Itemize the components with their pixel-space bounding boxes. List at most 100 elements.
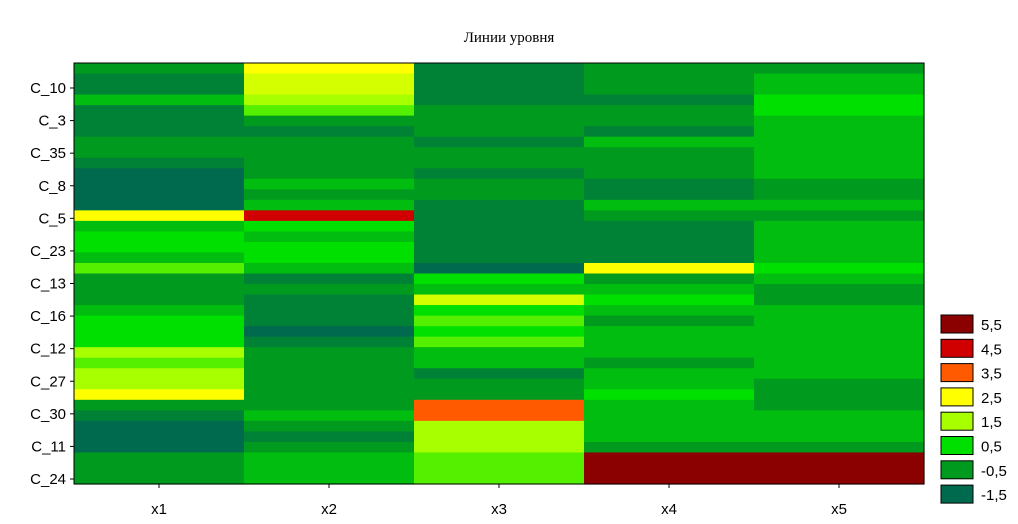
heatmap-cell bbox=[414, 252, 585, 264]
heatmap-cell bbox=[244, 315, 415, 327]
legend-label: -0,5 bbox=[981, 463, 1007, 480]
heatmap-cell bbox=[414, 294, 585, 306]
heatmap-cell bbox=[244, 462, 415, 475]
heatmap-cell bbox=[74, 220, 245, 232]
heatmap-cell bbox=[244, 178, 415, 190]
heatmap-cell bbox=[74, 326, 245, 338]
heatmap-cell bbox=[74, 410, 245, 422]
heatmap-cell bbox=[754, 410, 925, 422]
heatmap-cell bbox=[244, 441, 415, 454]
heatmap-cell bbox=[244, 231, 415, 243]
heatmap-cell bbox=[414, 273, 585, 285]
heatmap-cell bbox=[244, 473, 415, 485]
legend-swatch bbox=[940, 314, 974, 334]
heatmap-cell bbox=[414, 178, 585, 190]
heatmap-cell bbox=[74, 178, 245, 190]
heatmap-cell bbox=[584, 273, 755, 285]
heatmap-cell bbox=[244, 136, 415, 148]
heatmap-cell bbox=[754, 284, 925, 296]
heatmap-cell bbox=[754, 94, 925, 106]
heatmap-cell bbox=[414, 357, 585, 369]
y-tick-label: C_8 bbox=[38, 178, 66, 195]
heatmap-cell bbox=[414, 168, 585, 180]
heatmap-cell bbox=[244, 262, 415, 275]
heatmap-cell bbox=[584, 115, 755, 127]
heatmap-cell bbox=[74, 84, 245, 96]
heatmap-cell bbox=[414, 262, 585, 275]
heatmap-cell bbox=[74, 420, 245, 432]
heatmap-cell bbox=[414, 399, 585, 411]
legend-label: 0,5 bbox=[981, 439, 1002, 456]
heatmap-cell bbox=[244, 452, 415, 464]
heatmap-cell bbox=[754, 389, 925, 401]
heatmap-cell bbox=[74, 473, 245, 485]
heatmap-cell bbox=[584, 178, 755, 190]
heatmap-cell bbox=[74, 262, 245, 275]
heatmap-cell bbox=[74, 305, 245, 317]
heatmap-cell bbox=[584, 462, 755, 475]
heatmap-cell bbox=[754, 231, 925, 243]
heatmap-cell bbox=[244, 336, 415, 348]
heatmap-cell bbox=[754, 441, 925, 454]
heatmap-cell bbox=[414, 115, 585, 127]
heatmap-cell bbox=[414, 431, 585, 443]
legend-label: -1,5 bbox=[981, 487, 1007, 504]
heatmap-cell bbox=[74, 63, 245, 75]
heatmap-cell bbox=[754, 452, 925, 464]
heatmap-cell bbox=[414, 73, 585, 85]
heatmap-cell bbox=[584, 210, 755, 222]
heatmap-cell bbox=[754, 136, 925, 148]
heatmap-cell bbox=[74, 147, 245, 159]
heatmap-cell bbox=[74, 157, 245, 169]
heatmap-cell bbox=[244, 157, 415, 169]
legend-label: 2,5 bbox=[981, 390, 1002, 407]
heatmap-cell bbox=[584, 252, 755, 264]
legend-swatch bbox=[940, 484, 974, 504]
y-tick-label: C_5 bbox=[38, 210, 66, 227]
legend-swatch bbox=[940, 387, 974, 407]
legend-label: 1,5 bbox=[981, 414, 1002, 431]
heatmap-cell bbox=[584, 94, 755, 106]
heatmap-cell bbox=[244, 410, 415, 422]
heatmap-cell bbox=[414, 189, 585, 201]
heatmap-cell bbox=[584, 157, 755, 169]
heatmap-cell bbox=[414, 410, 585, 422]
heatmap-cell bbox=[414, 378, 585, 390]
heatmap-cell bbox=[244, 326, 415, 338]
legend: 5,5 4,5 3,5 2,5 1,5 0,5 -0,5 -1,5 bbox=[940, 314, 1007, 504]
heatmap-cell bbox=[754, 431, 925, 443]
heatmap-cell bbox=[584, 399, 755, 411]
heatmap-cell bbox=[244, 305, 415, 317]
heatmap-cell bbox=[754, 305, 925, 317]
y-axis: C_10 C_3 C_35 C_8 C_5 C_23 C_13 C_16 C_12 C_27 C_3… bbox=[30, 80, 74, 488]
heatmap-cell bbox=[584, 73, 755, 85]
heatmap-cell bbox=[74, 210, 245, 222]
heatmap-cell bbox=[244, 368, 415, 380]
heatmap-cell bbox=[754, 420, 925, 432]
heatmap-cell bbox=[584, 84, 755, 96]
heatmap-cell bbox=[584, 231, 755, 243]
heatmap-cell bbox=[584, 431, 755, 443]
heatmap-cell bbox=[584, 452, 755, 464]
heatmap-cell bbox=[754, 399, 925, 411]
heatmap-cell bbox=[414, 231, 585, 243]
heatmap-cell bbox=[414, 368, 585, 380]
heatmap-cell bbox=[74, 241, 245, 254]
heatmap-cell bbox=[244, 284, 415, 296]
heatmap-cell bbox=[74, 347, 245, 359]
heatmap-cell bbox=[754, 473, 925, 485]
heatmap-cell bbox=[584, 105, 755, 117]
heatmap-cell bbox=[414, 94, 585, 106]
heatmap-cell bbox=[584, 220, 755, 232]
heatmap-cell bbox=[584, 389, 755, 401]
heatmap-cell bbox=[414, 452, 585, 464]
y-tick-label: C_23 bbox=[30, 243, 66, 260]
heatmap-cell bbox=[244, 189, 415, 201]
heatmap-cell bbox=[244, 126, 415, 138]
heatmap-cell bbox=[74, 199, 245, 211]
heatmap-cell bbox=[584, 473, 755, 485]
heatmap-cell bbox=[584, 199, 755, 211]
heatmap-cell bbox=[754, 378, 925, 390]
heatmap-cell bbox=[244, 241, 415, 254]
